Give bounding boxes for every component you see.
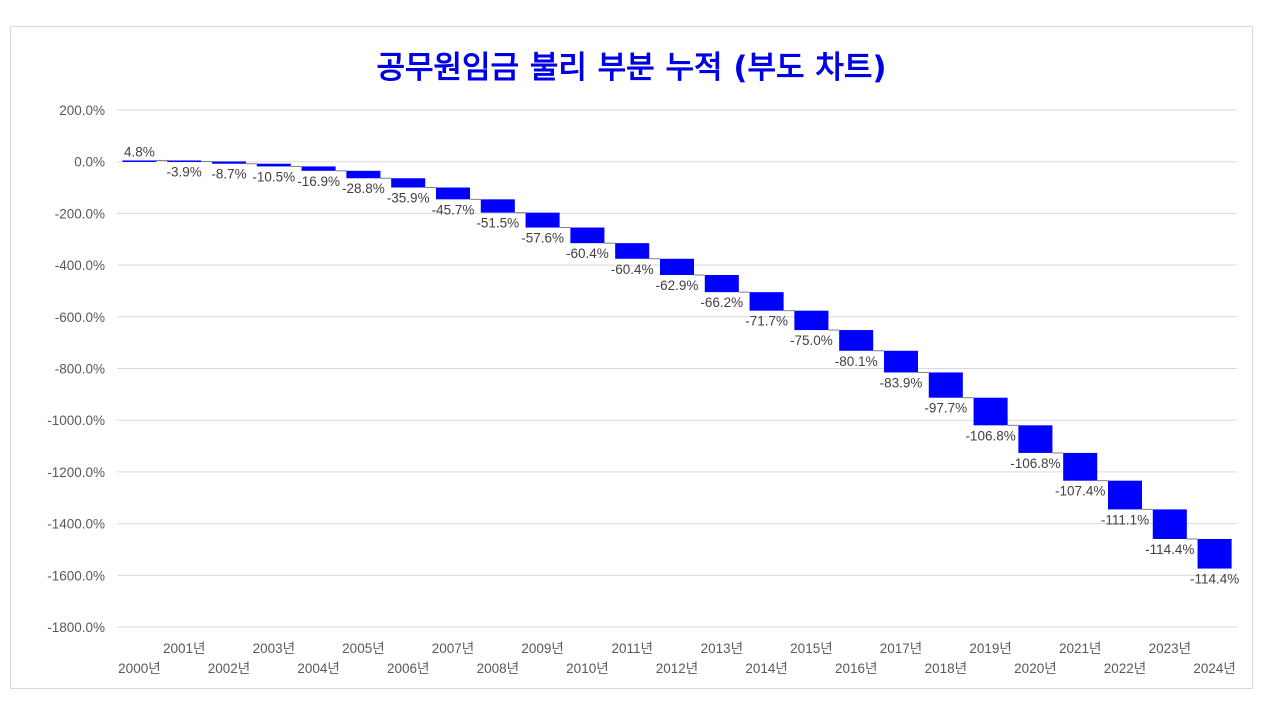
x-tick-label: 2008년 [477, 661, 519, 676]
y-tick-label: -400.0% [55, 258, 105, 273]
waterfall-bar [928, 372, 963, 398]
x-tick-label: 2019년 [969, 641, 1011, 656]
x-tick-label: 2020년 [1014, 661, 1056, 676]
data-label: -71.7% [745, 314, 788, 329]
y-tick-label: -200.0% [55, 206, 105, 221]
waterfall-bar [1152, 509, 1187, 539]
waterfall-bar [211, 161, 247, 164]
x-tick-label: 2013년 [701, 641, 743, 656]
x-tick-label: 2006년 [387, 661, 429, 676]
y-tick-label: -800.0% [55, 362, 105, 377]
x-tick-label: 2005년 [342, 641, 384, 656]
waterfall-bar [883, 350, 919, 373]
data-label: -60.4% [566, 246, 609, 261]
data-label: -62.9% [656, 278, 699, 293]
data-label: -111.1% [1101, 512, 1149, 527]
waterfall-bar [391, 178, 426, 188]
data-label: -60.4% [611, 262, 654, 277]
data-label: 4.8% [124, 144, 155, 159]
waterfall-bar [256, 163, 291, 167]
data-label: -57.6% [521, 231, 564, 246]
waterfall-bar [435, 187, 471, 200]
y-tick-label: 0.0% [74, 155, 105, 170]
x-tick-label: 2021년 [1059, 641, 1101, 656]
data-label: -16.9% [297, 174, 340, 189]
data-label: -80.1% [835, 354, 878, 369]
x-tick-label: 2016년 [835, 661, 877, 676]
x-tick-label: 2000년 [118, 661, 160, 676]
data-label: -45.7% [432, 202, 475, 217]
waterfall-bar [973, 397, 1008, 426]
y-tick-label: 200.0% [59, 103, 105, 118]
data-label: -107.4% [1055, 484, 1105, 499]
x-tick-label: 2023년 [1149, 641, 1191, 656]
waterfall-bar [749, 292, 784, 311]
data-label: -97.7% [924, 401, 967, 416]
data-label: -51.5% [476, 216, 519, 231]
x-tick-label: 2017년 [880, 641, 922, 656]
data-label: -106.8% [1010, 456, 1060, 471]
data-label: -8.7% [211, 167, 246, 182]
y-tick-label: -1800.0% [47, 620, 105, 635]
data-label: -10.5% [252, 169, 295, 184]
x-tick-label: 2015년 [790, 641, 832, 656]
data-label: -106.8% [965, 428, 1015, 443]
y-tick-label: -1400.0% [47, 517, 105, 532]
waterfall-bar [615, 243, 650, 259]
waterfall-bar [704, 275, 739, 293]
data-label: -28.8% [342, 181, 385, 196]
waterfall-bar [1107, 480, 1143, 510]
data-label: -114.4% [1145, 542, 1194, 557]
x-tick-label: 2024년 [1193, 661, 1235, 676]
x-tick-label: 2009년 [521, 641, 563, 656]
waterfall-bar [346, 170, 381, 179]
y-tick-label: -1200.0% [47, 465, 105, 480]
x-tick-label: 2002년 [208, 661, 250, 676]
x-tick-label: 2014년 [745, 661, 787, 676]
x-tick-label: 2004년 [297, 661, 339, 676]
waterfall-bar [167, 160, 202, 162]
x-tick-label: 2022년 [1104, 661, 1146, 676]
x-tick-label: 2001년 [163, 641, 205, 656]
waterfall-bar [1063, 452, 1098, 481]
data-label: -3.9% [167, 164, 202, 179]
data-label: -75.0% [790, 333, 833, 348]
waterfall-bar [122, 160, 157, 162]
data-label: -66.2% [700, 295, 743, 310]
waterfall-bar [794, 310, 829, 331]
y-tick-label: -1600.0% [47, 568, 105, 583]
x-tick-label: 2007년 [432, 641, 474, 656]
data-label: -83.9% [880, 375, 923, 390]
waterfall-bar [301, 166, 336, 171]
waterfall-bar [1197, 538, 1232, 569]
waterfall-bar [839, 330, 874, 351]
x-tick-label: 2011년 [611, 641, 652, 656]
waterfall-bar [525, 212, 560, 228]
waterfall-bar [480, 199, 515, 213]
x-tick-label: 2018년 [925, 661, 967, 676]
waterfall-bar [659, 258, 695, 276]
data-label: -35.9% [387, 191, 430, 206]
waterfall-bar [1018, 425, 1053, 453]
data-label: -114.4% [1190, 572, 1239, 587]
x-tick-label: 2003년 [253, 641, 295, 656]
chart-title: 공무원임금 불리 부분 누적 (부도 차트) [376, 50, 887, 86]
x-tick-label: 2010년 [566, 661, 608, 676]
y-tick-label: -600.0% [55, 310, 105, 325]
waterfall-bar [570, 227, 605, 244]
x-tick-label: 2012년 [656, 661, 698, 676]
y-tick-label: -1000.0% [47, 413, 105, 428]
chart-area [10, 26, 1253, 689]
